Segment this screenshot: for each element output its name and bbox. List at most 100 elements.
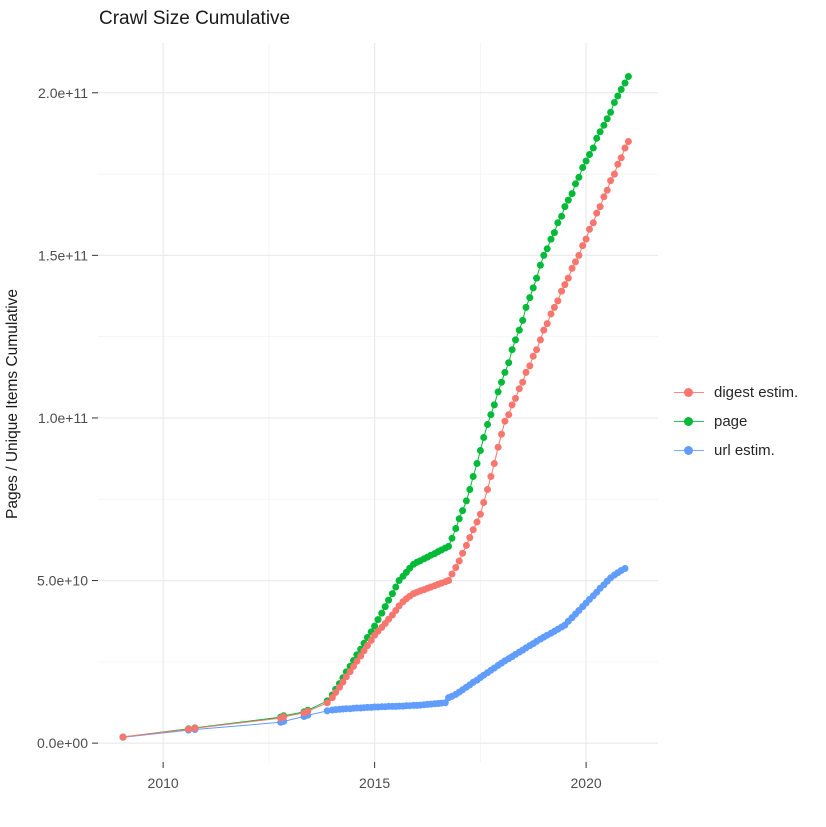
data-point	[543, 245, 551, 253]
y-tick-label: 5.0e+10	[37, 573, 88, 589]
data-point	[561, 203, 569, 211]
data-point	[568, 190, 576, 198]
data-point	[540, 326, 548, 334]
legend-label-url: url estim.	[714, 442, 775, 459]
data-point	[607, 108, 615, 116]
data-point	[332, 688, 340, 696]
data-point	[540, 251, 548, 259]
data-point	[480, 434, 488, 441]
data-point	[624, 138, 632, 145]
data-point	[603, 186, 611, 194]
data-point	[586, 151, 593, 158]
chart-title: Crawl Size Cumulative	[99, 8, 291, 29]
data-point	[526, 362, 534, 370]
data-point	[614, 92, 622, 100]
data-point	[455, 557, 463, 565]
data-point	[480, 499, 488, 506]
data-point	[501, 368, 509, 376]
data-point	[339, 678, 347, 686]
data-point	[448, 570, 456, 578]
data-point	[388, 590, 396, 598]
data-point	[600, 121, 608, 129]
legend-label-page: page	[714, 413, 748, 430]
data-point	[484, 486, 491, 493]
data-point	[119, 733, 127, 741]
x-tick-label: 2020	[571, 775, 602, 791]
data-point	[505, 359, 513, 367]
y-tick-label: 1.5e+11	[38, 247, 88, 263]
data-point	[346, 668, 354, 676]
data-point	[494, 388, 502, 396]
series-line-urlestim	[122, 568, 626, 738]
data-point	[490, 401, 498, 409]
data-point	[572, 180, 579, 188]
legend-key-page-icon	[672, 413, 706, 431]
data-point	[469, 526, 477, 534]
data-point	[508, 401, 516, 409]
data-point	[610, 170, 618, 178]
data-point	[614, 160, 622, 168]
data-point	[452, 525, 460, 532]
y-tick-label: 0.0e+00	[37, 735, 88, 751]
data-point	[445, 542, 453, 550]
data-point	[476, 447, 484, 454]
data-point	[564, 196, 572, 204]
data-point	[586, 225, 593, 233]
data-point	[568, 264, 576, 272]
data-point	[529, 284, 537, 292]
data-point	[487, 473, 495, 480]
data-point	[371, 622, 379, 630]
data-point	[564, 274, 572, 282]
data-point	[328, 694, 336, 702]
legend-key-digest-icon	[672, 384, 706, 402]
data-point	[596, 203, 604, 211]
data-point	[624, 73, 632, 80]
data-point	[589, 144, 597, 152]
data-point	[350, 662, 357, 670]
data-point	[579, 242, 587, 250]
legend-key-url-icon	[672, 442, 706, 460]
legend-item-page: page	[672, 407, 798, 436]
data-point	[455, 515, 463, 523]
data-point	[191, 724, 199, 732]
data-point	[522, 368, 530, 376]
data-point	[452, 564, 460, 571]
data-point	[323, 699, 331, 707]
x-tick-label: 2010	[148, 775, 179, 791]
data-point	[526, 294, 534, 302]
data-point	[515, 326, 523, 334]
y-tick-label: 1.0e+11	[38, 410, 88, 426]
data-point	[360, 647, 368, 655]
data-point	[533, 346, 541, 354]
data-point	[617, 154, 625, 162]
data-point	[185, 725, 192, 733]
data-point	[596, 128, 604, 136]
data-point	[342, 673, 350, 681]
data-point	[490, 460, 498, 467]
data-point	[501, 417, 509, 425]
data-point	[381, 603, 389, 611]
data-point	[466, 486, 474, 493]
data-point	[378, 609, 386, 617]
data-point	[558, 287, 566, 295]
data-point	[617, 86, 625, 93]
data-point	[494, 443, 502, 451]
data-point	[336, 683, 343, 691]
data-point	[441, 699, 449, 707]
data-point	[357, 652, 365, 660]
data-point	[469, 473, 477, 480]
legend-item-digest: digest estim.	[672, 378, 798, 407]
data-point	[484, 421, 491, 428]
data-point	[367, 636, 375, 644]
data-point	[621, 79, 629, 87]
data-point	[607, 177, 615, 185]
data-point	[522, 303, 530, 311]
data-point	[374, 616, 382, 624]
data-point	[621, 144, 629, 152]
data-point	[448, 534, 456, 542]
data-point	[462, 541, 470, 549]
data-point	[385, 596, 393, 604]
data-point	[519, 378, 527, 386]
y-tick-label: 2.0e+11	[38, 85, 88, 101]
